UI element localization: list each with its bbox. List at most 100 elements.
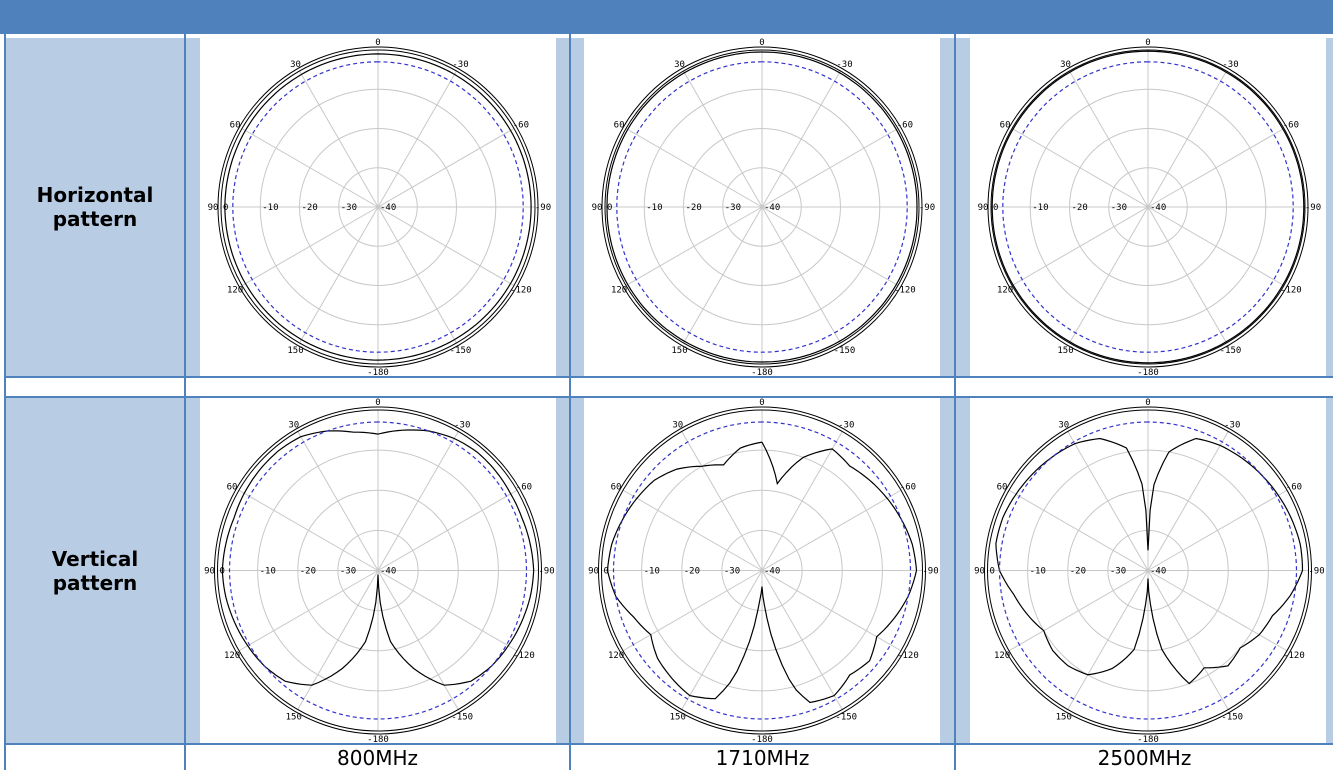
angle-label: 60: [997, 482, 1008, 492]
angle-label: -150: [451, 712, 473, 722]
angle-label: -120: [513, 651, 535, 661]
angle-label: -30: [454, 421, 470, 431]
radial-label: 0: [990, 567, 995, 577]
angle-label: -120: [510, 286, 532, 296]
row-label-vertical: Vertical pattern: [6, 398, 184, 743]
grid-ring: [1107, 529, 1189, 612]
polar-plot-vertical-2500mhz: 0 30 60 90 120 150 -180 -150 -120 -90 -60 -30 0 -10 -2…: [970, 398, 1326, 743]
angle-label: -120: [1283, 651, 1305, 661]
grid-ring: [297, 489, 459, 652]
row-label-horizontal: Horizontal pattern: [6, 38, 184, 376]
outer-ring-border: [987, 46, 1309, 368]
outer-ring-border: [601, 46, 923, 368]
angle-label: -90: [535, 203, 551, 213]
angle-label: -150: [835, 712, 857, 722]
radial-label: -20: [686, 203, 702, 213]
radial-label: -30: [725, 203, 741, 213]
angle-label: 90: [204, 567, 215, 577]
angle-label: -180: [367, 368, 389, 376]
angle-label: 90: [974, 567, 985, 577]
table-rule: [4, 34, 6, 770]
polar-plot-horizontal-1710mhz: 0 30 60 90 120 150 -180 -150 -120 -90 -60 -30 0 -10 -2…: [584, 38, 940, 376]
grid-ring: [299, 128, 457, 286]
reference-circle-series: [228, 421, 528, 720]
angle-label: 120: [224, 651, 240, 661]
angle-label: 30: [290, 60, 301, 70]
angle-label: -60: [1283, 121, 1299, 131]
outer-ring-border: [984, 406, 1312, 735]
angle-label: 90: [208, 203, 219, 213]
frequency-label-2500: 2500MHz: [1097, 746, 1192, 770]
radial-label: -20: [1070, 567, 1086, 577]
outer-ring: [990, 49, 1306, 365]
angle-label: -60: [900, 482, 916, 492]
radial-label: -40: [764, 203, 780, 213]
angle-label: -30: [1222, 60, 1238, 70]
angle-label: 0: [759, 38, 764, 48]
angle-label: -90: [919, 203, 935, 213]
angle-label: -120: [1280, 286, 1302, 296]
table-rule: [6, 743, 1333, 745]
angle-label: 30: [288, 421, 299, 431]
polar-plot-vertical-1710mhz: 0 30 60 90 120 150 -180 -150 -120 -90 -60 -30 0 -10 -2…: [584, 398, 940, 743]
angle-label: 150: [670, 712, 686, 722]
angle-label: 90: [592, 203, 603, 213]
angle-label: -120: [897, 651, 919, 661]
pattern-trace-series: [606, 51, 918, 363]
radial-label: -40: [380, 203, 396, 213]
radial-label: -40: [1150, 203, 1166, 213]
angle-label: -30: [836, 60, 852, 70]
angle-label: -90: [1305, 203, 1321, 213]
angle-label: -60: [516, 482, 532, 492]
reference-circle-series: [616, 61, 908, 353]
grid-ring: [1027, 449, 1269, 692]
angle-label: -30: [452, 60, 468, 70]
angle-label: -150: [1221, 712, 1243, 722]
table-rule: [6, 396, 1333, 398]
frequency-label-800: 800MHz: [337, 746, 418, 770]
radial-label: -40: [380, 567, 396, 577]
radial-label: 0: [607, 203, 612, 213]
angle-label: 90: [978, 203, 989, 213]
grid-ring: [257, 449, 499, 692]
radial-label: -30: [1110, 567, 1126, 577]
frequency-label-1710: 1710MHz: [715, 746, 810, 770]
radial-label: -40: [1150, 567, 1166, 577]
angle-label: 150: [286, 712, 302, 722]
grid-ring: [1029, 88, 1267, 326]
outer-ring-border: [598, 406, 926, 735]
angle-label: 60: [614, 121, 625, 131]
angle-label: 150: [287, 346, 303, 356]
angle-label: 60: [227, 482, 238, 492]
pattern-trace-series: [995, 437, 1304, 685]
angle-label: -180: [1137, 735, 1159, 743]
grid-ring: [338, 167, 418, 247]
polar-plot-horizontal-800mhz: 0 30 60 90 120 150 -180 -150 -120 -90 -60 -30 0 -10 -2…: [200, 38, 556, 376]
radial-label: -20: [1072, 203, 1088, 213]
radial-label: 0: [223, 203, 228, 213]
angle-label: -60: [1286, 482, 1302, 492]
radial-label: -20: [302, 203, 318, 213]
angle-label: -60: [513, 121, 529, 131]
radial-label: -10: [260, 567, 276, 577]
radial-label: -30: [724, 567, 740, 577]
radial-label: -40: [764, 567, 780, 577]
angle-label: 0: [375, 38, 380, 48]
outer-ring-border: [217, 46, 539, 368]
reference-circle-series: [232, 61, 524, 353]
radial-label: -20: [684, 567, 700, 577]
row-label-vertical-line1: Vertical: [51, 546, 139, 571]
table-header-bar: [0, 0, 1333, 34]
angle-label: -120: [894, 286, 916, 296]
radial-label: -30: [1111, 203, 1127, 213]
grid-ring: [722, 167, 802, 247]
angle-label: -30: [1224, 421, 1240, 431]
angle-label: 30: [672, 421, 683, 431]
grid-ring: [1069, 128, 1227, 286]
angle-label: 60: [230, 121, 241, 131]
radial-label: -10: [646, 203, 662, 213]
radial-label: 0: [993, 203, 998, 213]
radial-label: -20: [300, 567, 316, 577]
outer-ring: [220, 49, 536, 365]
